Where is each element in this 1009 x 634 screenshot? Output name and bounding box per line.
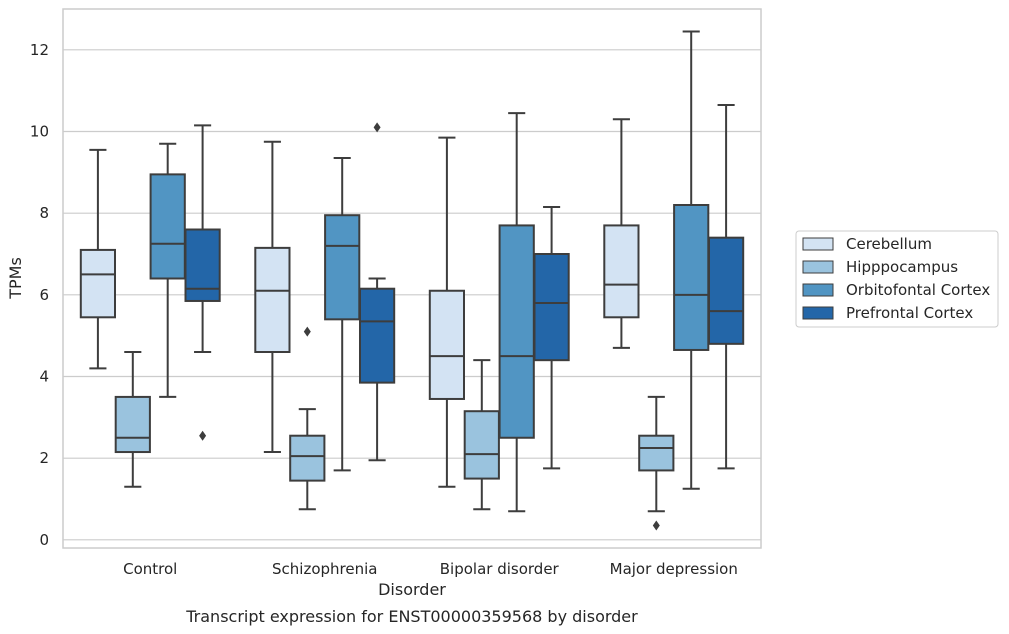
box-orbitofontal-cortex [498,112,535,513]
y-tick-label: 6 [39,286,49,304]
box-hipppocampus [638,395,675,531]
box-iqr [463,410,500,480]
legend-swatch [802,306,834,320]
box-iqr [707,236,745,345]
box-iqr [358,287,396,384]
box-plots [79,30,745,531]
legend: Cerebellum Hipppocampus Orbitofontal Corte… [795,230,999,328]
legend-label: Orbitofontal Cortex [846,281,990,299]
box-iqr [289,434,326,482]
box-hipppocampus [114,351,151,488]
box-iqr [324,214,361,321]
chart-caption: Transcript expression for ENST0000035956… [185,607,638,626]
legend-label: Cerebellum [846,235,932,253]
box-hipppocampus [463,359,500,511]
x-axis-ticks: Control Schizophrenia Bipolar disorder Majo… [123,560,738,578]
x-tick-label: Control [123,560,177,578]
box-iqr [184,228,221,302]
box-iqr [79,248,117,319]
x-axis-label: Disorder [378,580,446,599]
y-tick-label: 8 [39,204,49,222]
legend-label: Hipppocampus [846,258,958,276]
y-tick-label: 2 [39,449,49,467]
outlier-point [652,520,660,531]
legend-swatch [802,260,834,274]
y-tick-label: 10 [30,123,49,141]
box-orbitofontal-cortex [324,157,361,472]
x-tick-label: Major depression [610,560,738,578]
box-prefrontal-cortex [184,124,221,441]
y-tick-label: 0 [39,531,49,549]
box-iqr [149,173,186,280]
box-orbitofontal-cortex [149,142,186,398]
box-cerebellum [79,148,117,370]
box-iqr [638,434,675,472]
box-iqr [603,224,640,319]
y-axis-ticks: 0 2 4 6 8 10 12 [30,41,49,549]
legend-label: Prefrontal Cortex [846,304,973,322]
y-tick-label: 12 [30,41,49,59]
x-tick-label: Schizophrenia [272,560,377,578]
box-iqr [254,246,291,353]
box-iqr [114,395,151,454]
legend-swatch [802,283,834,297]
legend-swatch [802,237,834,251]
y-tick-label: 4 [39,368,49,386]
box-iqr [428,289,466,400]
box-iqr [533,253,570,362]
legend-frame [795,230,999,328]
y-axis-label: TPMs [6,257,25,300]
box-prefrontal-cortex [707,103,745,470]
x-tick-label: Bipolar disorder [440,560,560,578]
outlier-point [373,122,381,133]
box-iqr [498,224,535,439]
outlier-point [199,430,207,441]
outlier-point [303,326,311,337]
box-cerebellum [254,140,291,454]
box-prefrontal-cortex [358,122,396,462]
box-hipppocampus [289,326,326,511]
box-cerebellum [428,136,466,488]
box-prefrontal-cortex [533,206,570,470]
box-orbitofontal-cortex [673,30,710,490]
box-iqr [673,204,710,351]
box-cerebellum [603,118,640,349]
